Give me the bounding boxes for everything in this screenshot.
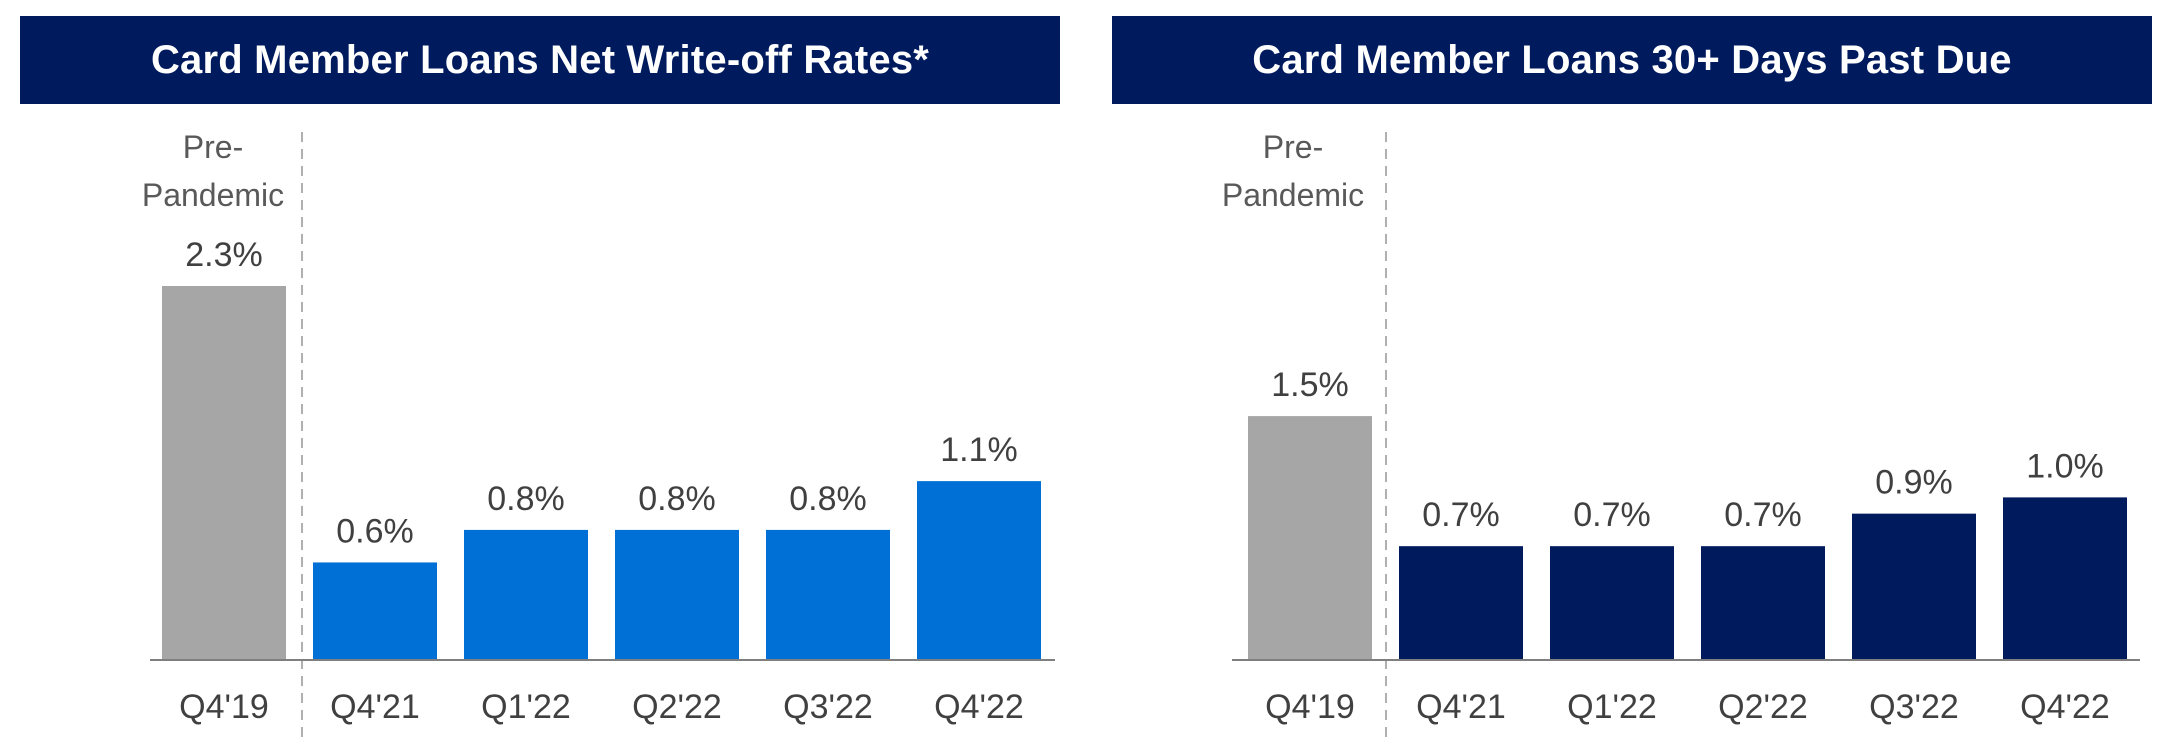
data-label: 0.9% [1875, 464, 1953, 502]
x-tick-label: Q4'21 [330, 688, 420, 726]
bar-chart-past-due: Pre-Pandemic 1.5% Q4'19 0.7% Q4'21 0.7% Q1'22 0… [1222, 129, 2140, 742]
chart-panel-net-write-off: Card Member Loans Net Write-off Rates* P… [0, 0, 1080, 752]
bar-Q4'19 [162, 286, 286, 660]
data-label: 0.7% [1422, 496, 1500, 534]
data-label: 0.8% [638, 480, 716, 518]
x-tick-label: Q1'22 [1567, 688, 1657, 726]
data-label: 1.5% [1271, 366, 1349, 404]
x-tick-label: Q4'21 [1416, 688, 1506, 726]
x-tick-label: Q3'22 [783, 688, 873, 726]
chart-panel-past-due: Card Member Loans 30+ Days Past Due Pre-… [1100, 0, 2182, 752]
data-label: 0.7% [1573, 496, 1651, 534]
x-tick-label: Q2'22 [632, 688, 722, 726]
chart-title: Card Member Loans 30+ Days Past Due [1112, 16, 2152, 104]
x-tick-label: Q4'22 [934, 688, 1024, 726]
x-tick-label: Q3'22 [1869, 688, 1959, 726]
x-tick-label: Q1'22 [481, 688, 571, 726]
data-label: 1.1% [940, 431, 1018, 469]
bar-Q4'21 [1399, 546, 1523, 660]
data-label: 0.7% [1724, 496, 1802, 534]
pre-pandemic-annotation: Pre-Pandemic [142, 129, 284, 213]
bar-Q2'22 [615, 529, 739, 660]
data-label: 0.6% [336, 512, 414, 550]
bar-Q1'22 [464, 529, 588, 660]
x-tick-label: Q4'22 [2020, 688, 2110, 726]
bar-Q3'22 [766, 529, 890, 660]
bar-Q1'22 [1550, 546, 1674, 660]
data-label: 2.3% [185, 236, 263, 274]
bar-Q2'22 [1701, 546, 1825, 660]
bar-Q4'21 [313, 562, 437, 660]
data-label: 1.0% [2026, 447, 2104, 485]
bar-Q4'22 [917, 481, 1041, 660]
bar-Q3'22 [1852, 513, 1976, 660]
x-tick-label: Q4'19 [1265, 688, 1355, 726]
bar-Q4'19 [1248, 416, 1372, 660]
chart-title: Card Member Loans Net Write-off Rates* [20, 16, 1060, 104]
x-tick-label: Q4'19 [179, 688, 269, 726]
x-tick-label: Q2'22 [1718, 688, 1808, 726]
data-label: 0.8% [487, 480, 565, 518]
pre-pandemic-annotation: Pre-Pandemic [1222, 129, 1364, 213]
bar-Q4'22 [2003, 497, 2127, 660]
data-label: 0.8% [789, 480, 867, 518]
bar-chart-net-write-off: Pre-Pandemic 2.3% Q4'19 0.6% Q4'21 0.8% Q1'22 0… [142, 129, 1055, 742]
